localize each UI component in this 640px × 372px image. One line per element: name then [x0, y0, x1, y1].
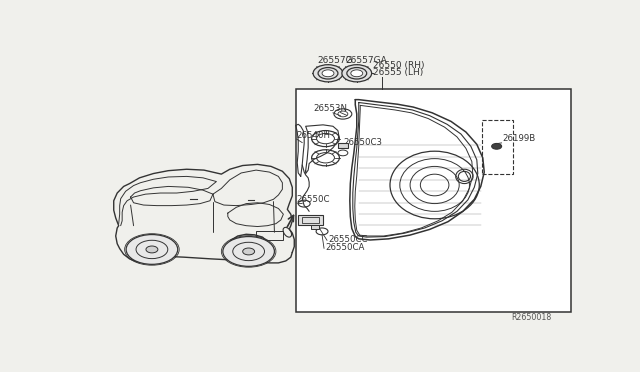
Text: 26557GA: 26557GA [346, 56, 387, 65]
Circle shape [243, 248, 255, 255]
Circle shape [146, 246, 158, 253]
Circle shape [223, 237, 275, 266]
Text: 26550CA: 26550CA [325, 243, 364, 252]
Bar [298, 215, 323, 225]
Bar [256, 231, 284, 240]
Circle shape [342, 65, 372, 82]
Circle shape [313, 65, 343, 82]
Bar [482, 120, 513, 174]
Text: 26550CC: 26550CC [328, 235, 367, 244]
Text: 26540H: 26540H [297, 131, 331, 140]
Text: 26557G: 26557G [317, 56, 353, 65]
Text: R2650018: R2650018 [511, 312, 552, 322]
Circle shape [322, 70, 334, 77]
Bar [301, 217, 319, 223]
Text: 26550C3: 26550C3 [343, 138, 382, 147]
Circle shape [126, 235, 178, 264]
Bar [296, 89, 571, 312]
Circle shape [492, 144, 502, 149]
Text: 26550C: 26550C [297, 195, 330, 203]
Bar [311, 225, 319, 230]
Text: 26550 (RH): 26550 (RH) [372, 61, 424, 70]
Circle shape [351, 70, 363, 77]
Text: 26555 (LH): 26555 (LH) [372, 68, 423, 77]
Bar [338, 143, 348, 148]
Text: 26199B: 26199B [502, 134, 536, 144]
Text: 26553N: 26553N [313, 104, 347, 113]
